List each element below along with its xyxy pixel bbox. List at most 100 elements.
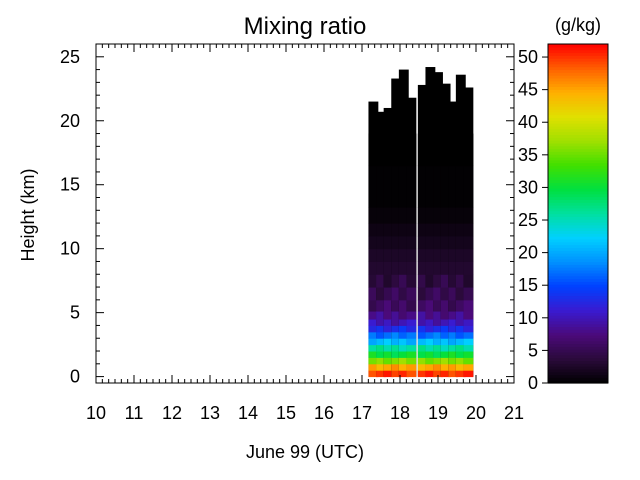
colorbar-swatch: [548, 176, 608, 181]
colorbar-swatch: [548, 337, 608, 342]
colorbar-swatch: [548, 334, 608, 339]
data-cell: [433, 319, 443, 326]
colorbar-swatch: [548, 137, 608, 141]
x-tick-label: 15: [276, 403, 296, 423]
data-cell: [368, 261, 379, 275]
data-cell: [391, 299, 402, 312]
data-cell: [406, 165, 417, 208]
colorbar-swatch: [548, 179, 608, 184]
data-cell: [368, 325, 379, 333]
colorbar-swatch: [548, 92, 608, 96]
y-tick-label: 0: [70, 367, 80, 387]
data-cell: [376, 319, 386, 326]
colorbar-swatch: [548, 154, 608, 158]
data-cell: [448, 223, 459, 237]
data-cell: [391, 370, 402, 378]
data-cell: [448, 287, 459, 301]
y-tick-label: 5: [70, 303, 80, 323]
colorbar-swatch: [548, 312, 608, 316]
data-cell: [448, 370, 459, 378]
data-cell: [398, 331, 409, 339]
data-cell: [433, 363, 443, 371]
data-cell: [391, 319, 402, 326]
colorbar-swatch: [548, 221, 608, 226]
data-cell: [433, 370, 443, 378]
colorbar-swatch: [548, 360, 608, 364]
data-cell: [440, 133, 451, 167]
data-cell: [391, 338, 402, 346]
data-cell: [383, 165, 394, 208]
data-cell: [376, 351, 386, 358]
data-cell: [448, 274, 459, 288]
data-cell: [448, 357, 459, 365]
colorbar-tick-label: 10: [518, 308, 538, 328]
data-cell: [463, 207, 474, 224]
colorbar-label: (g/kg): [555, 15, 601, 35]
data-cell: [368, 235, 379, 250]
colorbar-swatch: [548, 117, 608, 121]
colorbar-swatch: [548, 190, 608, 195]
data-cell: [425, 370, 436, 378]
data-cell: [368, 248, 379, 262]
colorbar-swatch: [548, 199, 608, 203]
data-cell: [376, 344, 386, 352]
data-cell: [376, 357, 386, 365]
data-cell: [368, 338, 379, 346]
data-cell: [455, 299, 466, 312]
data-cell: [376, 287, 386, 301]
x-tick-label: 18: [390, 403, 410, 423]
data-cell: [376, 248, 386, 262]
x-tick-label: 12: [162, 403, 182, 423]
data-cell: [406, 274, 417, 288]
colorbar-swatch: [548, 318, 608, 322]
data-cell: [433, 287, 443, 301]
data-cell: [425, 207, 436, 224]
data-cell: [463, 331, 474, 339]
data-cell: [455, 311, 466, 320]
colorbar-swatch: [548, 264, 608, 268]
data-cell: [391, 331, 402, 339]
colorbar-swatch: [548, 366, 608, 370]
y-axis-label: Height (km): [18, 168, 38, 261]
colorbar-swatch: [548, 255, 608, 260]
data-cell: [398, 319, 409, 326]
colorbar-tick-label: 5: [528, 340, 538, 360]
colorbar-swatch: [548, 94, 608, 99]
data-cell: [455, 165, 466, 208]
data-cell: [440, 299, 451, 312]
colorbar-swatch: [548, 63, 608, 68]
data-column: [391, 78, 402, 378]
data-cell: [425, 311, 436, 320]
data-cell: [383, 207, 394, 224]
data-cell: [368, 133, 379, 167]
data-cell: [463, 351, 474, 358]
data-column: [448, 101, 459, 378]
data-cell: [455, 363, 466, 371]
colorbar-swatch: [548, 157, 608, 161]
data-cell: [425, 261, 436, 275]
colorbar-tick-label: 45: [518, 80, 538, 100]
x-tick-label: 17: [352, 403, 372, 423]
data-cell: [417, 299, 428, 312]
data-cell: [455, 223, 466, 237]
data-cell: [368, 223, 379, 237]
data-cell: [463, 319, 474, 326]
data-cell: [398, 248, 409, 262]
data-cell: [448, 165, 459, 208]
data-cell: [391, 248, 402, 262]
colorbar-swatch: [548, 292, 608, 297]
data-cell: [433, 223, 443, 237]
data-cell: [440, 357, 451, 365]
colorbar-swatch: [548, 44, 608, 48]
y-tick-label: 25: [60, 47, 80, 67]
data-cell: [425, 248, 436, 262]
colorbar-swatch: [548, 148, 608, 152]
data-column: [417, 84, 428, 378]
colorbar-swatch: [548, 233, 608, 237]
data-cell: [433, 338, 443, 346]
data-cell: [417, 331, 428, 339]
data-cell: [455, 331, 466, 339]
data-cell: [391, 223, 402, 237]
data-cell: [433, 344, 443, 352]
